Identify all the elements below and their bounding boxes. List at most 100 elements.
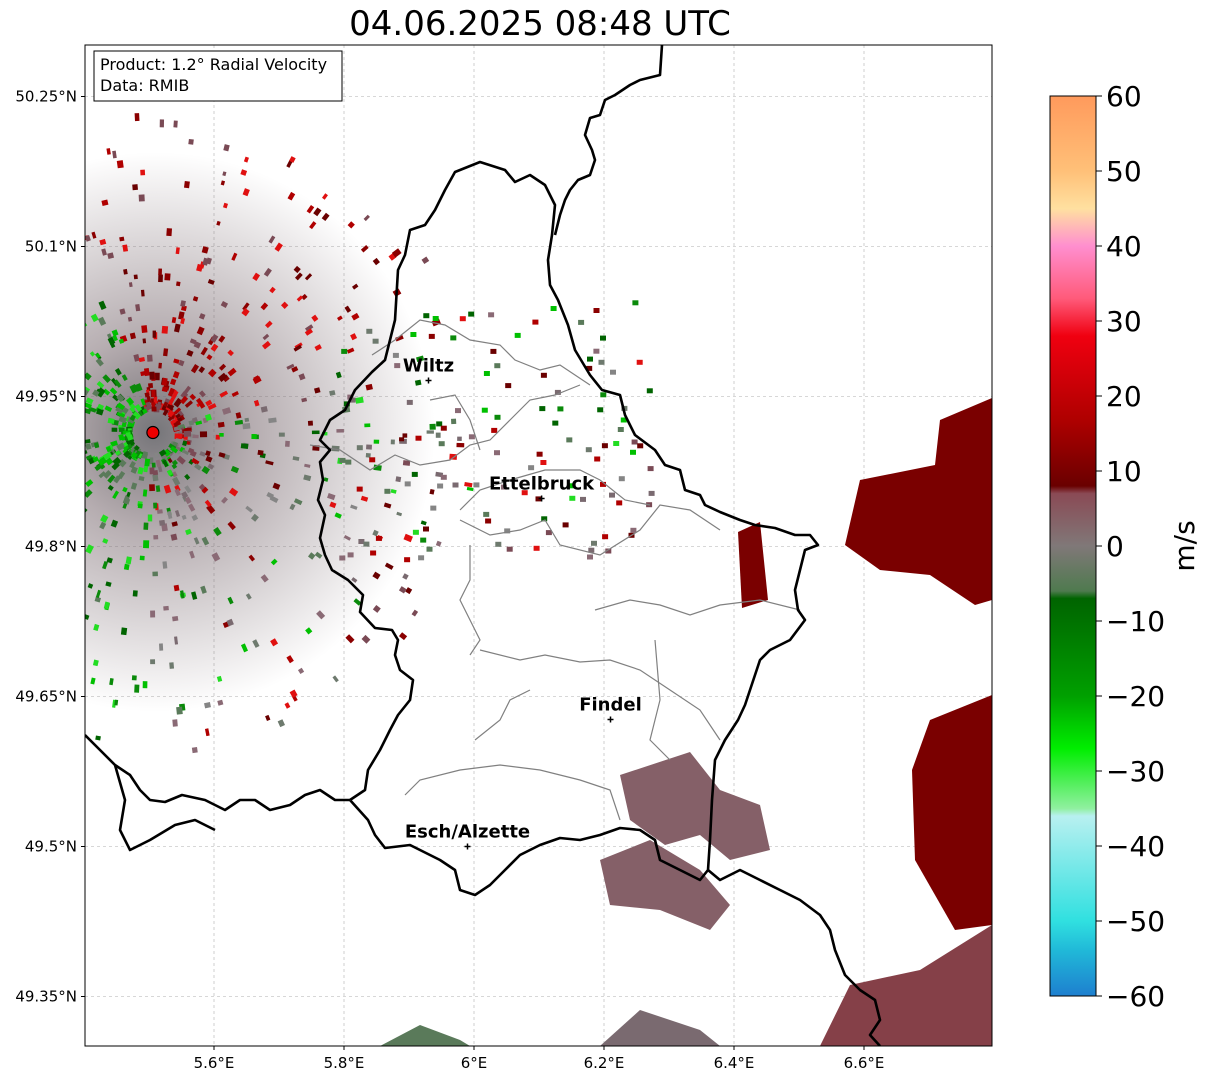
echo-bin	[68, 439, 76, 446]
lat-tick-label: 49.95°N	[15, 388, 77, 406]
echo-bin	[179, 395, 189, 405]
echo-bin	[363, 541, 370, 547]
echo-bin	[200, 585, 207, 594]
echo-bin	[125, 556, 132, 565]
echo-bin	[85, 443, 92, 450]
echo-bin	[29, 528, 36, 534]
echo-bin	[102, 538, 109, 544]
echo-bin	[243, 156, 249, 163]
echo-bin	[205, 450, 211, 457]
echo-bin	[364, 423, 371, 428]
lon-tick-label: 6.6°E	[844, 1054, 885, 1072]
lat-tick-label: 50.25°N	[15, 88, 77, 106]
echo-bin	[617, 427, 624, 432]
echo-bin	[268, 417, 277, 424]
colorbar-tick-label: −10	[1106, 605, 1165, 638]
echo-bin	[334, 512, 342, 519]
echo-bin	[159, 519, 166, 526]
echo-bin	[109, 678, 114, 686]
echo-bin	[265, 460, 274, 466]
echo-bin	[435, 432, 441, 438]
echo-bin	[85, 319, 88, 328]
colorbar-tick-label: 10	[1106, 455, 1142, 488]
echo-bin	[178, 311, 185, 320]
echo-bin	[0, 543, 5, 549]
echo-bin	[151, 402, 156, 408]
echo-bin	[36, 155, 43, 162]
echo-bin	[184, 485, 192, 494]
echo-bin	[392, 352, 399, 358]
echo-bin	[112, 394, 120, 402]
echo-bin	[253, 375, 261, 383]
echo-bin	[65, 417, 73, 423]
canton-line-lux	[479, 649, 721, 741]
echo-bin	[170, 446, 179, 454]
echo-bin	[171, 390, 179, 399]
echo-bin	[347, 221, 355, 229]
echo-bin	[277, 719, 286, 728]
echo-bin	[396, 511, 403, 517]
echo-bin	[143, 368, 150, 377]
echo-bin	[329, 501, 337, 509]
echo-bin	[174, 484, 181, 492]
echo-bin	[8, 507, 18, 516]
echo-bin	[133, 274, 138, 280]
echo-bin	[162, 459, 169, 468]
canton-line-remich	[649, 639, 671, 761]
echo-bin	[189, 338, 197, 345]
echo-bin	[30, 607, 38, 615]
lon-tick-label: 6°E	[461, 1054, 488, 1072]
echo-bin	[600, 335, 606, 341]
echo-bin	[240, 443, 249, 450]
echo-bin	[109, 387, 118, 395]
echo-bin	[373, 439, 380, 444]
echo-bin	[46, 325, 54, 333]
colorbar-unit-label: m/s	[1168, 520, 1201, 571]
echo-bin	[323, 477, 329, 482]
echo-bin	[130, 451, 138, 459]
echo-bin	[21, 514, 29, 521]
echo-bin	[45, 615, 52, 623]
echo-bin	[150, 659, 156, 665]
echo-bin	[423, 313, 430, 319]
echo-bin	[9, 325, 15, 331]
radar-echoes	[85, 152, 435, 712]
echo-bin	[12, 479, 19, 485]
echo-bin	[122, 448, 129, 454]
echo-bin	[491, 427, 498, 433]
echo-bin	[156, 509, 163, 514]
colorbar-tick-label: 40	[1106, 230, 1142, 263]
echo-bin	[426, 546, 433, 552]
echo-bin	[85, 454, 93, 461]
echo-bin	[455, 408, 461, 414]
echo-bin	[61, 348, 70, 357]
echo-bin	[33, 705, 38, 711]
echo-bin	[347, 552, 354, 558]
echo-bin	[399, 437, 405, 442]
echo-bin	[632, 300, 639, 306]
echo-bin	[506, 546, 513, 552]
echo-bin	[316, 610, 326, 620]
echo-bin	[536, 451, 543, 457]
lat-tick-label: 49.5°N	[25, 838, 77, 856]
echo-bin	[51, 255, 56, 260]
echo-bin	[174, 488, 181, 497]
echo-bin	[158, 274, 163, 283]
echo-bin	[322, 432, 328, 436]
echo-bin	[185, 528, 192, 536]
echo-bin	[85, 397, 94, 405]
echo-bin	[341, 348, 348, 354]
echo-bin	[351, 283, 359, 290]
echo-bin	[1, 516, 10, 524]
echo-bin	[466, 486, 474, 492]
echo-bin	[63, 469, 71, 477]
echo-bin	[118, 416, 127, 424]
echo-bin	[420, 537, 427, 543]
echo-bin	[175, 247, 180, 255]
echo-bin	[227, 521, 236, 531]
echo-bin	[66, 348, 73, 355]
echo-bin	[99, 521, 107, 530]
echo-bin	[172, 370, 180, 379]
echo-bin	[116, 442, 126, 451]
echo-bin	[204, 728, 210, 737]
